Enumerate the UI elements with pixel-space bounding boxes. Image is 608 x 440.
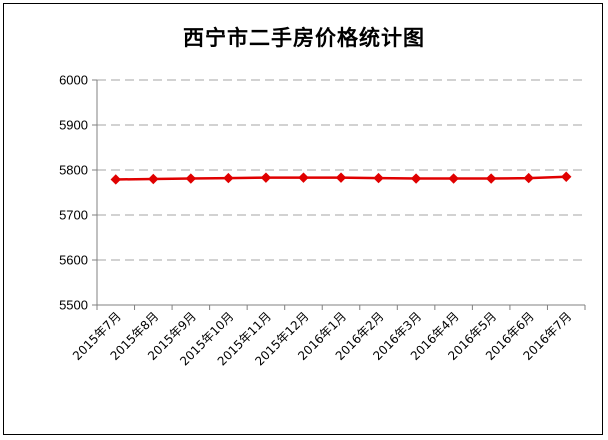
data-point	[373, 172, 384, 184]
y-tick-label: 5800	[59, 163, 88, 178]
data-point	[335, 172, 347, 183]
data-point	[185, 173, 197, 184]
chart-title: 西宁市二手房价格统计图	[183, 25, 425, 50]
data-point	[260, 172, 272, 183]
grid-lines	[97, 79, 585, 261]
data-point	[485, 173, 497, 184]
y-tick-label: 5500	[59, 298, 88, 313]
data-point	[523, 172, 534, 184]
chart-frame	[3, 3, 603, 435]
y-tick-label: 5700	[59, 208, 88, 223]
data-point	[410, 173, 422, 184]
y-tick-labels: 5500 5600 5700 5800 5900 6000	[59, 73, 88, 313]
series-layer	[110, 171, 572, 185]
axes	[92, 79, 586, 310]
y-tick-label: 6000	[59, 73, 88, 88]
data-point	[148, 173, 159, 185]
data-point	[110, 174, 121, 185]
data-point	[561, 171, 572, 182]
data-point	[448, 173, 459, 184]
data-point	[223, 172, 234, 184]
y-tick-label: 5600	[59, 253, 88, 268]
x-tick-labels: 2015年7月2015年8月2015年9月2015年10月2015年11月201…	[70, 309, 574, 368]
data-point	[298, 172, 309, 183]
y-tick-label: 5900	[59, 118, 88, 133]
